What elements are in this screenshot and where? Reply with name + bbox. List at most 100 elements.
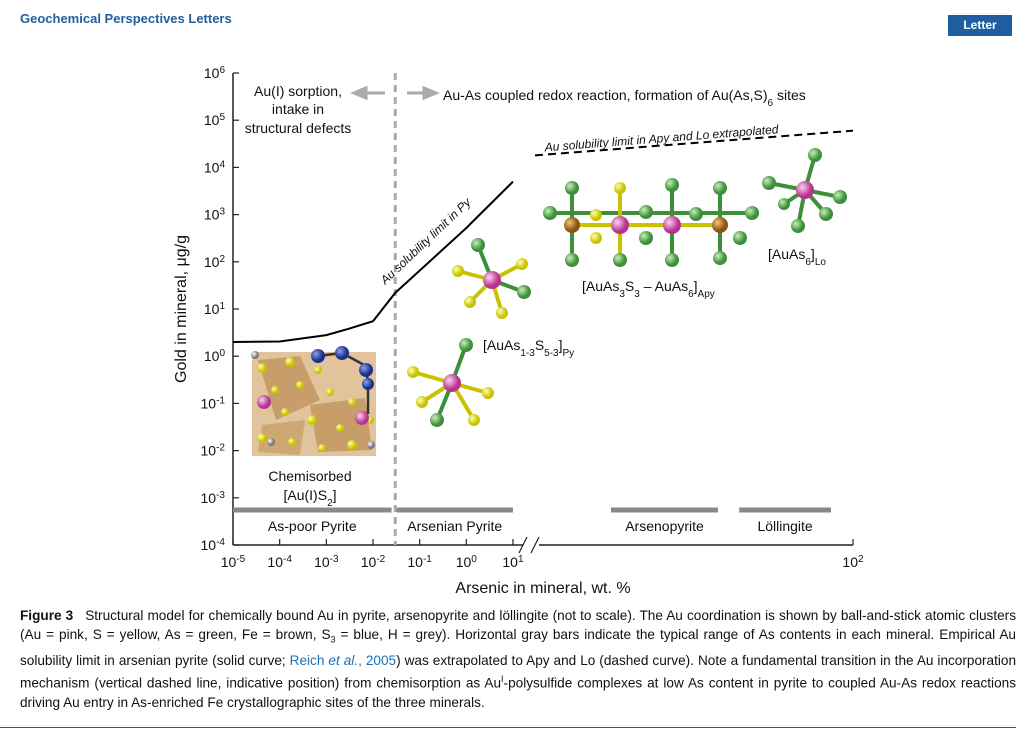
tick-exponent: 0 [219,348,225,359]
bottom-rule [0,727,1016,728]
text-segment: S [535,337,544,353]
text-segment: sites [773,87,806,103]
tick-base: 10 [204,348,220,364]
tick-base: 10 [204,159,220,175]
x-tick-label: 10-5 [221,554,246,571]
x-axis-label: Arsenic in mineral, wt. % [455,580,630,597]
y-tick-label: 10-2 [201,442,226,459]
text-segment: [AuAs [768,246,805,262]
x-tick-label: 100 [456,554,478,571]
text-segment: [AuAs [582,278,619,294]
tick-exponent: -5 [236,554,245,565]
tick-base: 10 [314,554,330,570]
y-tick-label: 104 [204,159,226,176]
citation[interactable]: , 2005 [358,653,396,668]
py-cluster [452,238,531,319]
tick-base: 10 [204,254,220,270]
y-tick-label: 103 [204,206,226,223]
tick-exponent: -4 [283,554,292,565]
tick-exponent: 1 [219,301,225,312]
apy-cluster [543,178,759,267]
text-segment: – AuAs [640,278,688,294]
tick-exponent: 3 [219,206,225,217]
annotation: Au(I) sorption, [254,83,342,99]
text-segment: 5-3 [544,348,559,359]
tick-base: 10 [204,207,220,223]
y-axis-label: Gold in mineral, μg/g [173,235,190,383]
tick-exponent: 2 [219,253,225,264]
py-cluster [407,338,494,427]
lo-cluster [762,148,847,233]
tick-base: 10 [201,490,217,506]
tick-exponent: -1 [423,554,432,565]
tick-base: 10 [842,554,858,570]
y-tick-label: 10-1 [201,395,226,412]
text-segment: ] [333,487,337,503]
annotation: [AuAs3S3 – AuAs6]Apy [582,278,715,300]
text-segment: [AuAs [483,337,520,353]
tick-base: 10 [204,301,220,317]
tick-exponent: -1 [216,395,225,406]
tick-exponent: 1 [518,554,524,565]
annotation: [AuAs6]Lo [768,246,826,268]
y-tick-label: 106 [204,65,226,82]
annotation: structural defects [245,120,352,136]
tick-exponent: -4 [216,537,225,548]
range-label: Arsenian Pyrite [407,518,502,534]
tick-exponent: 2 [858,554,864,565]
tick-base: 10 [204,112,220,128]
text-segment: S [625,278,634,294]
tick-base: 10 [201,443,217,459]
line-label: Au solubility limit in Apy and Lo extrap… [543,122,779,154]
tick-exponent: -3 [216,489,225,500]
y-tick-label: 105 [204,112,226,129]
x-tick-label: 10-4 [267,554,292,571]
tick-base: 10 [502,554,518,570]
tick-base: 10 [361,554,377,570]
page: Figure 3 {"header": {"journal": "Geochem… [0,0,1016,734]
tick-base: 10 [407,554,423,570]
range-label: Arsenopyrite [625,518,704,534]
text-segment: [Au(I)S [283,487,327,503]
text-segment: Py [563,348,575,359]
pyrite-cluster [251,346,376,456]
x-tick-label: 102 [842,554,864,571]
text-segment: Au-As coupled redox reaction, formation … [443,87,768,103]
figure-label: Figure 3 [20,608,73,623]
y-tick-label: 10-4 [201,537,226,554]
annotation: Au-As coupled redox reaction, formation … [443,87,806,109]
range-label: As-poor Pyrite [268,518,357,534]
figure: Au(I) sorption, intake in structural def… [0,0,1016,600]
y-tick-label: 10-3 [201,489,226,506]
tick-base: 10 [201,395,217,411]
text-segment: 1-3 [520,348,535,359]
citation[interactable]: Reich [290,653,329,668]
tick-exponent: -3 [330,554,339,565]
y-tick-label: 102 [204,253,226,270]
x-tick-label: 10-3 [314,554,339,571]
tick-base: 10 [267,554,283,570]
y-tick-label: 101 [204,301,226,318]
page-body: Geochemical Perspectives Letters Letter … [0,0,1016,734]
x-tick-label: 10-1 [407,554,432,571]
text-segment: Lo [815,257,827,268]
y-tick-label: 100 [204,348,226,365]
annotation: [Au(I)S2] [283,487,336,509]
range-label: Löllingite [757,518,812,534]
x-tick-label: 101 [502,554,524,571]
tick-exponent: -2 [376,554,385,565]
x-tick-label: 10-2 [361,554,386,571]
tick-base: 10 [221,554,237,570]
text-segment: Apy [698,289,715,300]
tick-base: 10 [201,537,217,553]
tick-base: 10 [456,554,472,570]
citation[interactable]: et al. [328,653,358,668]
annotation: intake in [272,101,324,117]
tick-base: 10 [204,65,220,81]
tick-exponent: -2 [216,442,225,453]
tick-exponent: 6 [219,65,225,76]
tick-exponent: 4 [219,159,225,170]
tick-exponent: 0 [471,554,477,565]
annotation: Chemisorbed [268,468,351,484]
